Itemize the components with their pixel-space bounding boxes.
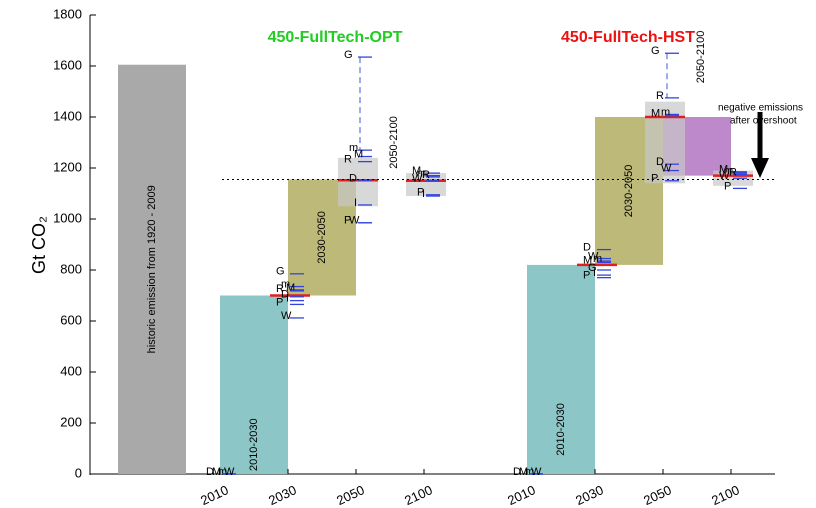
arrow-head xyxy=(751,158,769,178)
period-bar xyxy=(220,295,288,474)
y-axis-label: Gt CO₂ xyxy=(29,216,49,274)
model-label: m xyxy=(417,168,426,180)
period-label: 2050-2100 xyxy=(388,116,400,169)
y-tick-label: 1200 xyxy=(53,159,82,174)
x-tick-label: 2100 xyxy=(709,482,742,508)
model-label: M xyxy=(286,282,295,294)
model-label: G xyxy=(344,49,353,61)
model-label: M xyxy=(583,254,592,266)
model-label: W xyxy=(412,173,423,185)
model-label: m xyxy=(661,106,670,118)
y-tick-label: 800 xyxy=(60,261,82,276)
annotation: negative emissions xyxy=(718,103,803,114)
x-tick-label: 2010 xyxy=(505,482,538,508)
x-tick-label: 2050 xyxy=(641,482,674,508)
model-label: R xyxy=(656,90,664,102)
model-label: W xyxy=(224,466,235,478)
y-tick-label: 1000 xyxy=(53,210,82,225)
annotation: after overshoot xyxy=(730,116,797,127)
model-label: m xyxy=(349,142,358,154)
model-label: P xyxy=(724,180,731,192)
y-tick-label: 1400 xyxy=(53,108,82,123)
model-label: D xyxy=(206,466,214,478)
y-tick-label: 1800 xyxy=(53,6,82,21)
model-label: W xyxy=(281,310,292,322)
model-label: R xyxy=(422,169,430,181)
model-label: P xyxy=(276,296,283,308)
model-label: W xyxy=(588,250,599,262)
model-label: I xyxy=(422,188,425,200)
model-label: m xyxy=(593,253,602,265)
y-tick-label: 0 xyxy=(75,465,82,480)
model-label: m xyxy=(218,466,227,478)
model-label: D xyxy=(583,242,591,254)
period-label: 2010-2030 xyxy=(248,418,260,471)
y-tick-label: 600 xyxy=(60,312,82,327)
model-label: R xyxy=(344,154,352,166)
model-label: m xyxy=(281,278,290,290)
model-label: m xyxy=(525,466,534,478)
historic-label: historic emission from 1920 - 2009 xyxy=(146,185,158,353)
group-title: 450-FullTech-HST xyxy=(561,29,695,46)
model-label: W xyxy=(719,170,730,182)
model-label: M xyxy=(519,466,528,478)
x-tick-label: 2100 xyxy=(402,482,435,508)
y-tick-label: 400 xyxy=(60,363,82,378)
range-box xyxy=(338,157,378,207)
group-title: 450-FullTech-OPT xyxy=(268,29,403,46)
model-label: I xyxy=(593,267,596,279)
model-label: M xyxy=(354,148,363,160)
historic-bar xyxy=(118,64,186,474)
period-label: 2050-2100 xyxy=(695,31,707,84)
model-label: M xyxy=(212,466,221,478)
model-label: m xyxy=(724,165,733,177)
model-label: W xyxy=(661,162,672,174)
model-label: M xyxy=(651,108,660,120)
range-box xyxy=(406,173,446,197)
model-label: M xyxy=(412,165,421,177)
x-tick-label: 2010 xyxy=(198,482,231,508)
model-label: P xyxy=(344,215,351,227)
model-label: P xyxy=(417,187,424,199)
model-label: M xyxy=(719,164,728,176)
x-tick-label: 2030 xyxy=(266,482,299,508)
model-label: G xyxy=(651,45,660,57)
model-label: D xyxy=(513,466,521,478)
model-label: W xyxy=(349,215,360,227)
period-label: 2030-2050 xyxy=(316,211,328,264)
y-tick-label: 1600 xyxy=(53,57,82,72)
period-label: 2010-2030 xyxy=(555,403,567,456)
model-label: G xyxy=(588,262,597,274)
model-label: R xyxy=(729,166,737,178)
model-label: D xyxy=(656,156,664,168)
y-tick-label: 200 xyxy=(60,414,82,429)
model-label: P xyxy=(583,270,590,282)
model-label: I xyxy=(354,197,357,209)
x-tick-label: 2050 xyxy=(334,482,367,508)
model-label: R xyxy=(276,283,284,295)
model-label: P xyxy=(651,173,658,185)
x-tick-label: 2030 xyxy=(573,482,606,508)
model-label: D xyxy=(349,173,357,185)
period-label: 2030-2050 xyxy=(623,165,635,218)
period-bar xyxy=(527,264,595,474)
model-label: D xyxy=(281,289,289,301)
model-label: W xyxy=(531,466,542,478)
model-label: I xyxy=(286,293,289,305)
model-label: G xyxy=(276,266,285,278)
